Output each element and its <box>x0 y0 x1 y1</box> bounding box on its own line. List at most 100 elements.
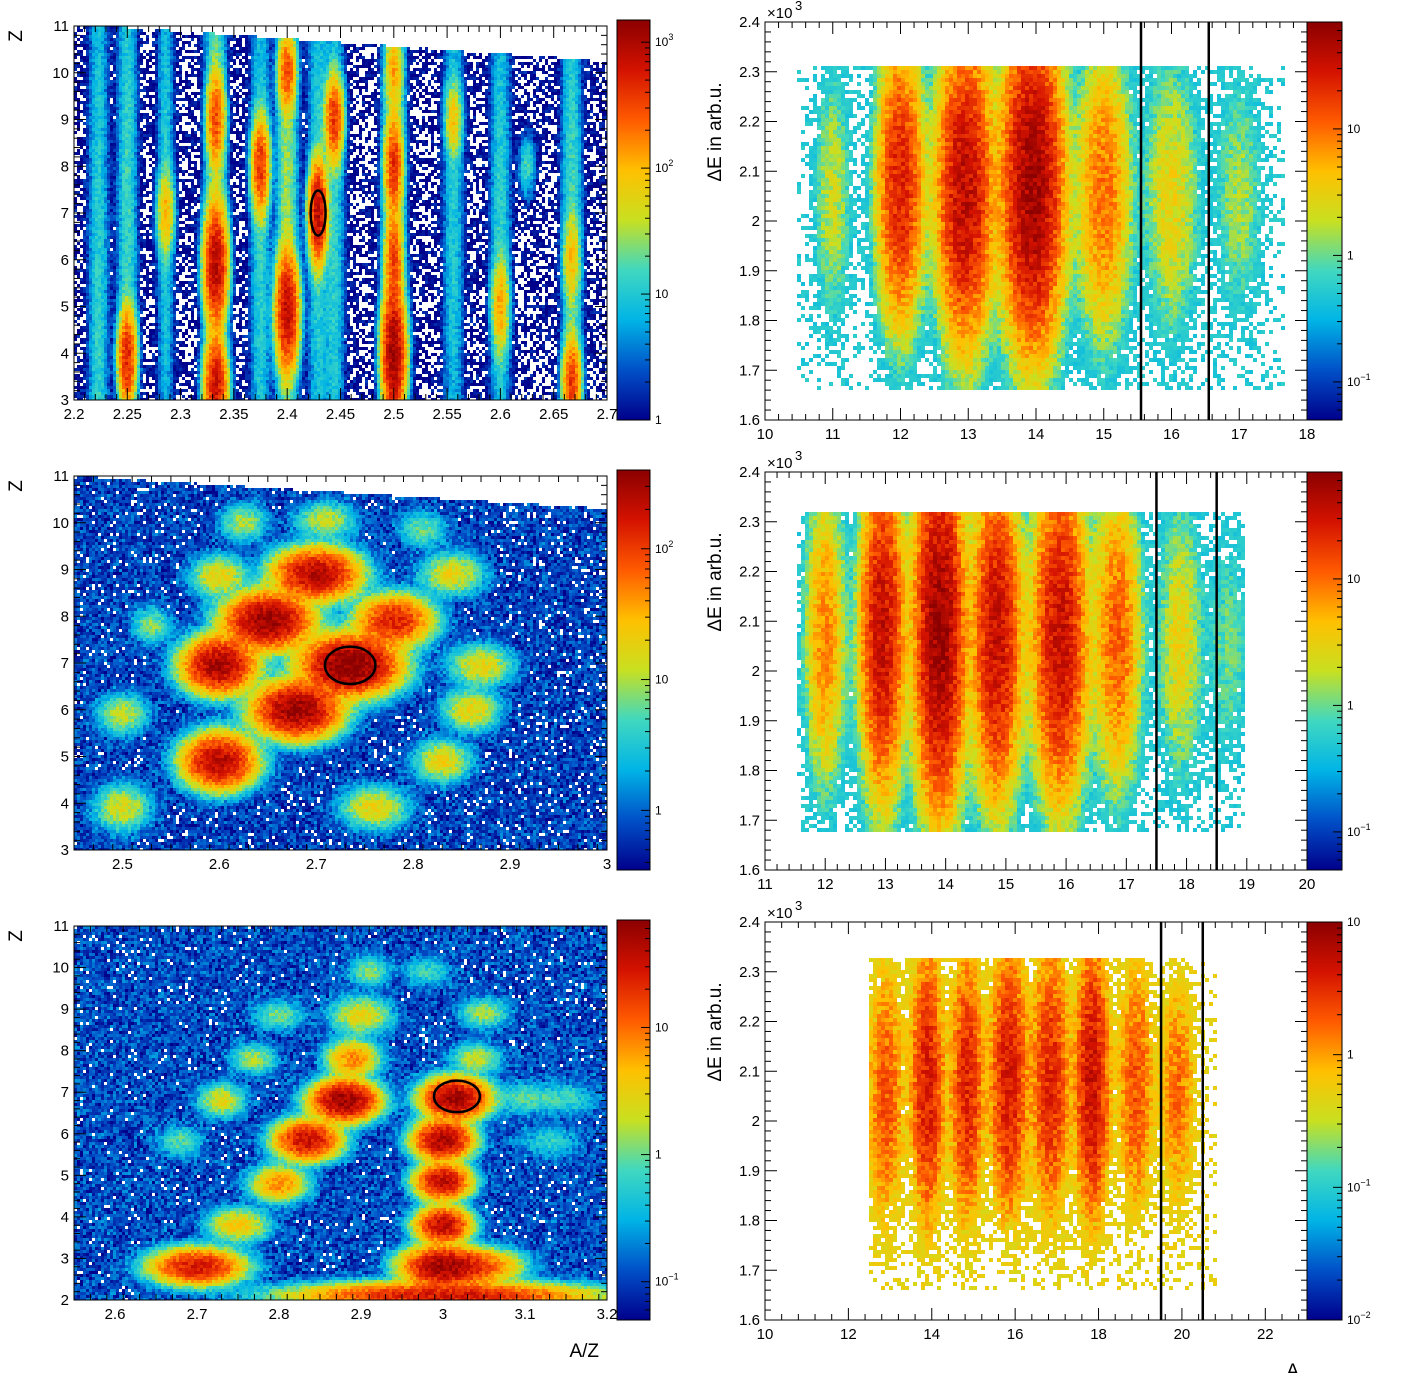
heatmap-cell <box>431 59 434 62</box>
heatmap-cell <box>362 116 365 119</box>
heatmap-cell <box>314 125 317 128</box>
heatmap-cell <box>389 110 392 113</box>
heatmap-cell <box>374 119 377 122</box>
heatmap-cell <box>422 125 425 128</box>
heatmap-cell <box>302 50 305 53</box>
heatmap-cell <box>140 29 143 32</box>
heatmap-cell <box>509 113 512 116</box>
heatmap-cell <box>566 65 569 68</box>
heatmap-cell <box>380 122 383 125</box>
heatmap-cell <box>296 74 299 77</box>
heatmap-cell <box>263 116 266 119</box>
heatmap-cell <box>236 77 239 80</box>
heatmap-cell <box>326 128 329 131</box>
heatmap-cell <box>539 83 542 86</box>
heatmap-cell <box>377 101 380 104</box>
heatmap-cell <box>389 119 392 122</box>
heatmap-cell <box>503 56 506 59</box>
heatmap-cell <box>395 137 398 140</box>
heatmap-cell <box>218 86 221 89</box>
heatmap-cell <box>317 62 320 65</box>
heatmap-cell <box>392 137 395 140</box>
heatmap-cell <box>479 104 482 107</box>
heatmap-cell <box>458 95 461 98</box>
heatmap-cell <box>491 116 494 119</box>
heatmap-cell <box>413 128 416 131</box>
heatmap-cell <box>488 71 491 74</box>
heatmap-cell <box>122 77 125 80</box>
heatmap-cell <box>137 131 140 134</box>
heatmap-cell <box>227 86 230 89</box>
heatmap-cell <box>512 101 515 104</box>
heatmap-cell <box>317 65 320 68</box>
heatmap-cell <box>344 110 347 113</box>
heatmap-cell <box>581 83 584 86</box>
heatmap-cell <box>338 83 341 86</box>
heatmap-cell <box>461 137 464 140</box>
heatmap-cell <box>404 95 407 98</box>
heatmap-cell <box>221 95 224 98</box>
heatmap-cell <box>203 113 206 116</box>
heatmap-cell <box>311 53 314 56</box>
heatmap-cell <box>356 122 359 125</box>
heatmap-cell <box>575 119 578 122</box>
heatmap-cell <box>311 86 314 89</box>
heatmap-cell <box>392 77 395 80</box>
heatmap-cell <box>602 68 605 71</box>
heatmap-cell <box>401 86 404 89</box>
heatmap-cell <box>344 140 347 143</box>
heatmap-cell <box>284 113 287 116</box>
heatmap-cell <box>137 59 140 62</box>
heatmap-cell <box>107 113 110 116</box>
heatmap-cell <box>251 74 254 77</box>
heatmap-cell <box>278 137 281 140</box>
heatmap-cell <box>167 65 170 68</box>
heatmap-cell <box>245 131 248 134</box>
heatmap-cell <box>458 107 461 110</box>
heatmap-cell <box>158 74 161 77</box>
heatmap-cell <box>185 140 188 143</box>
heatmap-cell <box>422 119 425 122</box>
heatmap-cell <box>545 80 548 83</box>
heatmap-cell <box>542 104 545 107</box>
heatmap-cell <box>83 89 86 92</box>
heatmap-cell <box>563 134 566 137</box>
heatmap-cell <box>245 110 248 113</box>
heatmap-cell <box>227 56 230 59</box>
heatmap-cell <box>455 56 458 59</box>
heatmap-cell <box>275 41 278 44</box>
heatmap-cell <box>308 101 311 104</box>
heatmap-cell <box>101 95 104 98</box>
heatmap-cell <box>341 95 344 98</box>
heatmap-cell <box>89 47 92 50</box>
heatmap-cell <box>347 74 350 77</box>
heatmap-cell <box>554 116 557 119</box>
heatmap-cell <box>170 125 173 128</box>
heatmap-cell <box>341 59 344 62</box>
heatmap-cell <box>209 74 212 77</box>
heatmap-cell <box>557 128 560 131</box>
heatmap-cell <box>341 68 344 71</box>
heatmap-cell <box>308 74 311 77</box>
heatmap-cell <box>395 95 398 98</box>
heatmap-cell <box>395 68 398 71</box>
heatmap-cell <box>230 128 233 131</box>
heatmap-cell <box>302 56 305 59</box>
heatmap-cell <box>557 65 560 68</box>
heatmap-cell <box>176 92 179 95</box>
heatmap-cell <box>338 71 341 74</box>
heatmap-cell <box>143 107 146 110</box>
heatmap-cell <box>230 104 233 107</box>
heatmap-cell <box>323 50 326 53</box>
heatmap-cell <box>524 77 527 80</box>
heatmap-cell <box>422 62 425 65</box>
heatmap-cell <box>224 119 227 122</box>
heatmap-cell <box>176 131 179 134</box>
heatmap-cell <box>407 110 410 113</box>
heatmap-cell <box>197 80 200 83</box>
heatmap-cell <box>374 59 377 62</box>
heatmap-cell <box>497 104 500 107</box>
heatmap-cell <box>125 44 128 47</box>
heatmap-cell <box>332 80 335 83</box>
heatmap-cell <box>356 101 359 104</box>
